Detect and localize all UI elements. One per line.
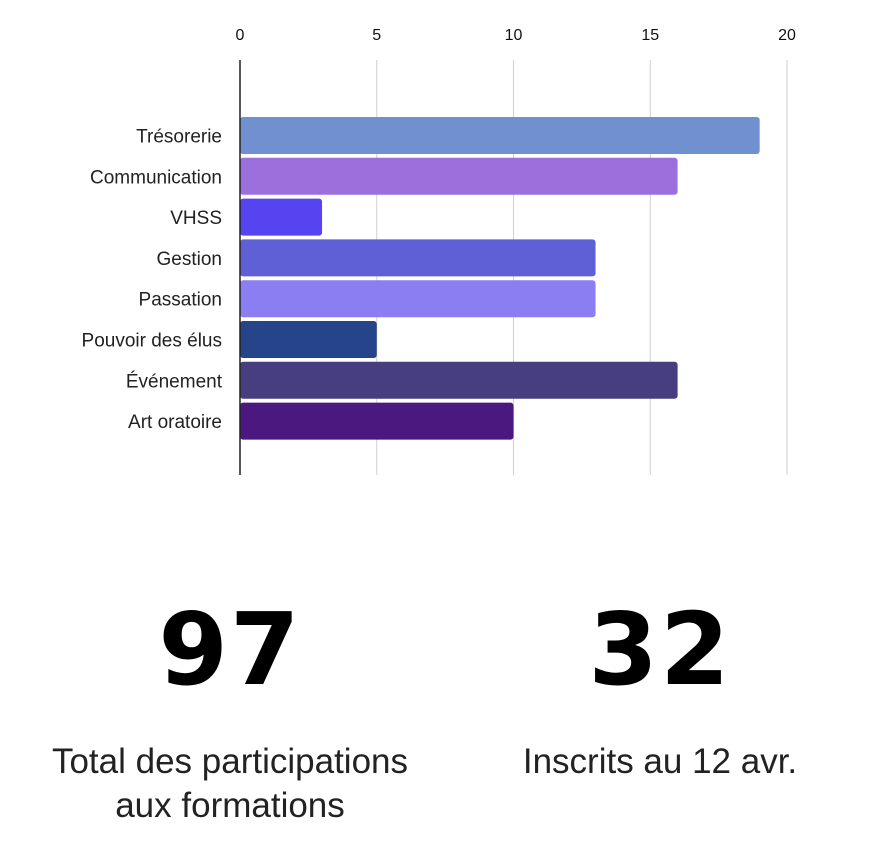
stat-registered-label: Inscrits au 12 avr.	[455, 740, 865, 784]
bar	[240, 402, 514, 440]
stat-registered-label-line1: Inscrits au 12 avr.	[522, 742, 798, 781]
x-tick-label: 15	[641, 27, 659, 44]
category-label: Art oratoire	[128, 412, 222, 433]
stat-participations-value: 97	[158, 591, 302, 708]
bar	[240, 117, 760, 154]
bar-chart: 0 5 10 15 20 Trésorerie Communication VHSS Gest…	[82, 27, 796, 475]
category-label: Gestion	[157, 249, 222, 270]
stat-participations-label-line2: aux formations	[115, 786, 345, 825]
bars	[240, 117, 760, 440]
x-tick-label: 20	[778, 27, 796, 44]
stat-participations-label-line1: Total des participations	[51, 742, 409, 781]
category-label: Communication	[90, 167, 222, 188]
x-tick-label: 10	[505, 27, 523, 44]
x-tick-label: 0	[236, 27, 245, 44]
bar	[240, 157, 678, 195]
category-labels: Trésorerie Communication VHSS Gestion Passat…	[82, 127, 223, 434]
bar	[240, 361, 678, 399]
bar	[240, 198, 323, 236]
stat-participations: 97 Total des participations aux formatio…	[20, 600, 440, 828]
category-label: Pouvoir des élus	[82, 331, 222, 352]
x-tick-label: 5	[372, 27, 381, 44]
bar	[240, 321, 377, 358]
bar	[240, 239, 596, 277]
stat-registered-value: 32	[588, 591, 732, 708]
stat-registered: 32 Inscrits au 12 avr.	[455, 600, 865, 784]
category-label: Passation	[139, 290, 222, 311]
stat-participations-label: Total des participations aux formations	[20, 740, 440, 828]
bar	[240, 280, 596, 318]
category-label: Trésorerie	[136, 127, 222, 148]
category-label: VHSS	[170, 208, 222, 229]
category-label: Événement	[126, 371, 223, 392]
x-axis-ticks: 0 5 10 15 20	[236, 27, 796, 44]
